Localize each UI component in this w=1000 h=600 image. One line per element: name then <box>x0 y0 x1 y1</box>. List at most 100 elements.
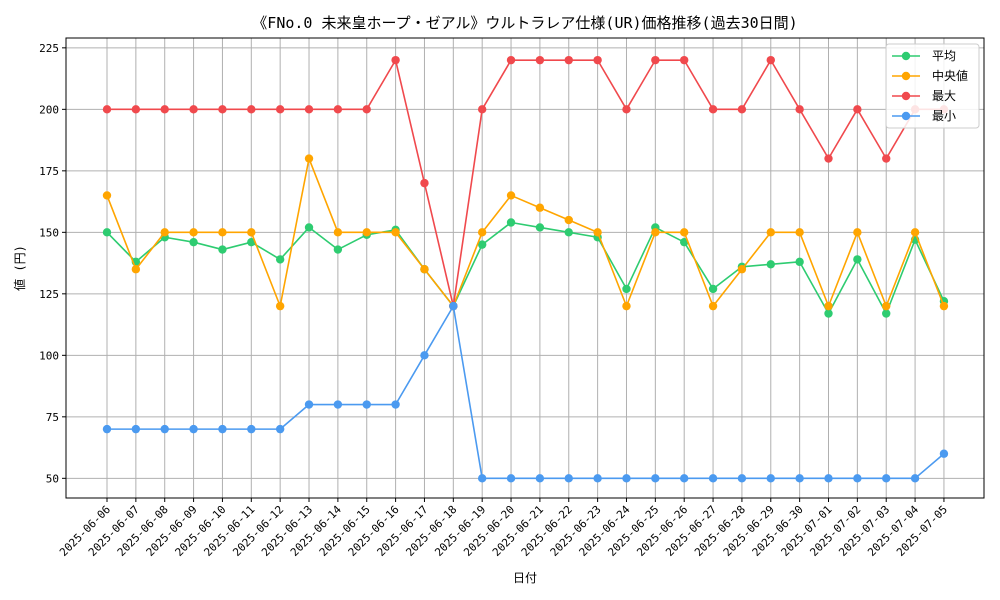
point-avg <box>275 255 285 264</box>
point-median <box>102 191 112 200</box>
y-tick-label: 225 <box>39 42 59 55</box>
point-median <box>420 265 429 274</box>
point-max <box>795 105 804 114</box>
point-max <box>853 105 862 114</box>
point-min <box>477 474 487 483</box>
point-median <box>477 228 487 237</box>
point-max <box>737 105 747 114</box>
point-max <box>362 105 371 114</box>
plot-frame <box>65 37 985 499</box>
point-avg <box>247 237 256 247</box>
point-max <box>160 105 169 114</box>
point-max <box>622 105 631 114</box>
point-avg <box>535 223 545 232</box>
point-min <box>102 424 112 434</box>
point-avg <box>795 257 804 267</box>
point-min <box>910 474 920 483</box>
point-avg <box>708 284 718 294</box>
point-min <box>651 474 660 483</box>
point-min <box>218 424 227 434</box>
point-min <box>853 474 862 483</box>
point-median <box>824 301 833 311</box>
point-avg <box>853 255 862 264</box>
point-max <box>824 154 833 163</box>
point-median <box>622 301 631 311</box>
point-median <box>304 154 314 163</box>
point-avg <box>304 223 314 232</box>
point-median <box>853 228 862 237</box>
y-tick-label: 75 <box>46 411 59 424</box>
point-avg <box>680 237 689 247</box>
x-axis: 2025-06-062025-06-072025-06-082025-06-09… <box>57 498 950 559</box>
y-tick-label: 100 <box>39 349 59 362</box>
point-max <box>420 178 429 188</box>
point-median <box>795 228 804 237</box>
point-median <box>651 228 660 237</box>
point-min <box>160 424 169 434</box>
point-median <box>882 301 891 311</box>
y-axis: 50 75 100 125 150 175 200 225 <box>39 42 66 485</box>
point-min <box>593 474 602 483</box>
series-max <box>102 55 949 311</box>
series-line-median <box>106 157 945 307</box>
point-min <box>131 424 141 434</box>
point-max <box>102 105 112 114</box>
point-min <box>766 474 775 483</box>
point-min <box>564 474 573 483</box>
point-max <box>247 105 256 114</box>
point-avg <box>622 284 631 294</box>
legend-marker-max <box>901 91 911 101</box>
point-min <box>449 301 458 311</box>
chart-title: 《FNo.0 未来皇ホープ・ゼアル》ウルトラレア仕様(UR)価格推移(過去30日… <box>252 14 797 32</box>
point-min <box>708 474 718 483</box>
point-median <box>680 228 689 237</box>
point-avg <box>189 237 198 247</box>
point-max <box>189 105 198 114</box>
point-min <box>247 424 256 434</box>
point-min <box>420 351 429 360</box>
point-median <box>189 228 198 237</box>
point-min <box>939 449 949 458</box>
point-max <box>535 55 545 65</box>
point-min <box>795 474 804 483</box>
point-avg <box>333 245 343 254</box>
point-min <box>535 474 545 483</box>
y-tick-label: 175 <box>39 165 59 178</box>
point-max <box>680 55 689 65</box>
series-avg <box>102 218 949 318</box>
series-group <box>102 55 949 483</box>
point-min <box>304 400 314 409</box>
point-median <box>218 228 227 237</box>
grid <box>66 38 984 498</box>
point-max <box>506 55 516 65</box>
point-max <box>766 55 775 65</box>
y-axis-label: 値 (円) <box>12 245 27 291</box>
point-median <box>737 265 747 274</box>
point-avg <box>564 228 573 237</box>
point-min <box>882 474 891 483</box>
point-min <box>333 400 343 409</box>
series-min <box>102 301 949 483</box>
legend-marker-min <box>901 111 911 121</box>
point-median <box>910 228 920 237</box>
point-median <box>593 228 602 237</box>
point-max <box>333 105 343 114</box>
x-axis-label: 日付 <box>513 571 537 585</box>
point-min <box>362 400 371 409</box>
point-max <box>564 55 573 65</box>
point-max <box>593 55 602 65</box>
legend-label-avg: 平均 <box>932 49 956 63</box>
point-max <box>131 105 141 114</box>
point-max <box>651 55 660 65</box>
y-tick-label: 150 <box>39 226 59 239</box>
series-line-max <box>107 59 944 307</box>
legend-label-max: 最大 <box>932 89 956 103</box>
y-tick-label: 200 <box>39 103 59 116</box>
point-avg <box>882 309 891 318</box>
point-max <box>218 105 227 114</box>
point-median <box>506 191 516 200</box>
point-max <box>304 105 314 114</box>
series-line-avg <box>106 221 945 315</box>
point-min <box>189 424 198 434</box>
point-median <box>247 228 256 237</box>
